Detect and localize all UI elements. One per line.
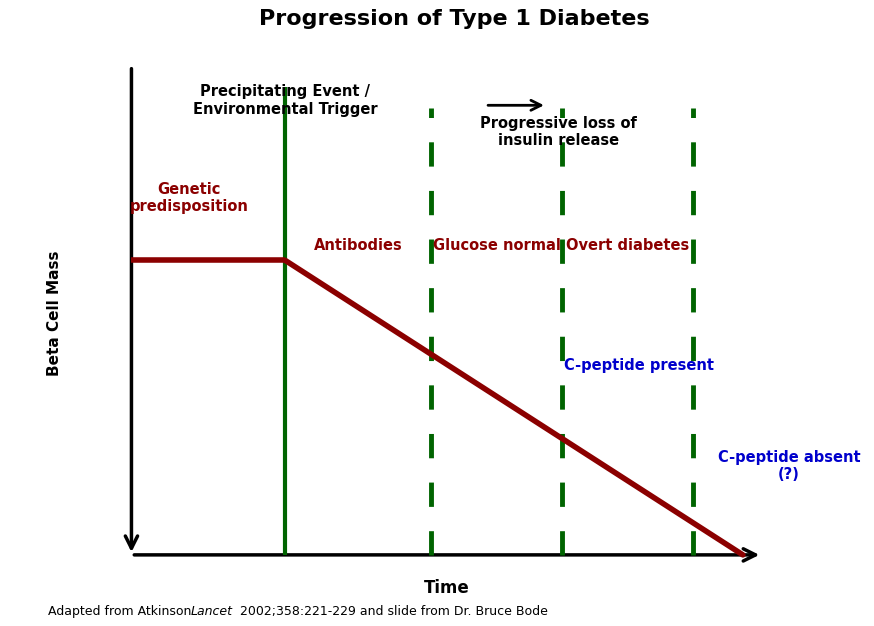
- Text: Genetic
predisposition: Genetic predisposition: [129, 182, 248, 214]
- Text: Precipitating Event /
Environmental Trigger: Precipitating Event / Environmental Trig…: [193, 85, 378, 116]
- Text: Glucose normal: Glucose normal: [433, 237, 561, 252]
- Title: Progression of Type 1 Diabetes: Progression of Type 1 Diabetes: [260, 9, 649, 29]
- Text: Beta Cell Mass: Beta Cell Mass: [47, 250, 62, 376]
- Text: Overt diabetes: Overt diabetes: [565, 237, 690, 252]
- Text: C-peptide present: C-peptide present: [564, 357, 714, 372]
- Text: 2002;358:221-229 and slide from Dr. Bruce Bode: 2002;358:221-229 and slide from Dr. Bruc…: [232, 605, 548, 618]
- Text: Time: Time: [424, 579, 469, 597]
- Text: Progressive loss of
insulin release: Progressive loss of insulin release: [480, 116, 637, 148]
- Text: Adapted from Atkinson.: Adapted from Atkinson.: [48, 605, 204, 618]
- Text: Antibodies: Antibodies: [314, 237, 403, 252]
- Text: Lancet: Lancet: [191, 605, 232, 618]
- Text: C-peptide absent
(?): C-peptide absent (?): [718, 449, 860, 482]
